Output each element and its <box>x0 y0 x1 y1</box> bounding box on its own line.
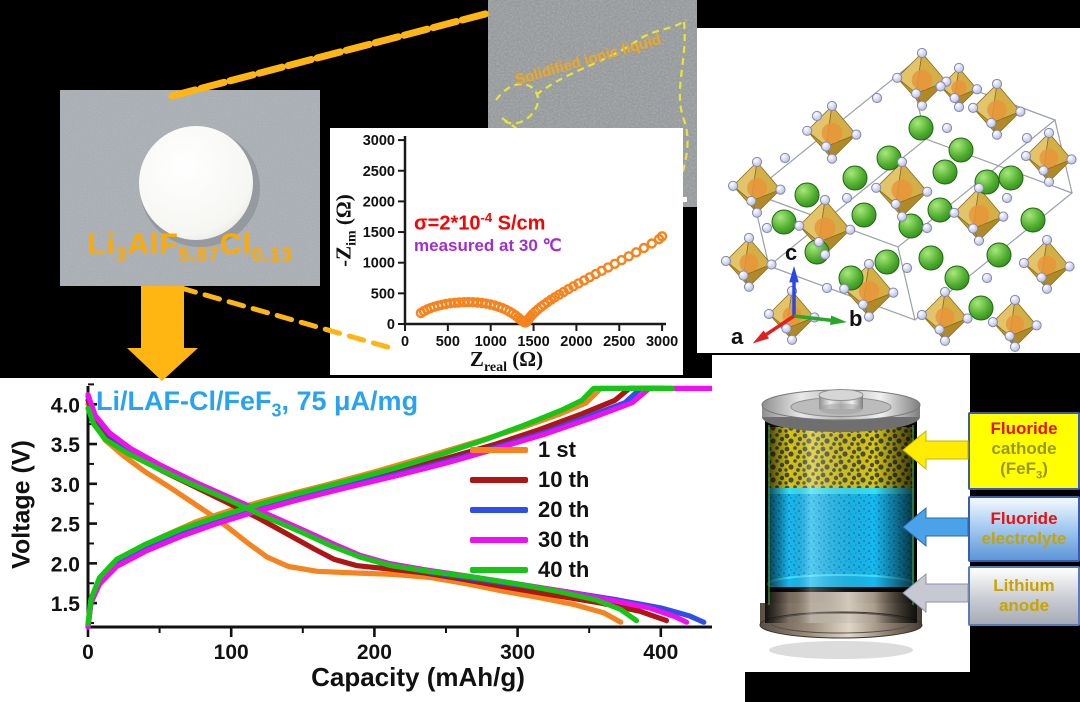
svg-text:300: 300 <box>500 641 535 664</box>
legend-item: 10 th <box>470 467 590 492</box>
svg-text:1500: 1500 <box>517 334 549 350</box>
battery-shadow <box>769 641 913 659</box>
svg-text:0: 0 <box>387 317 395 333</box>
crystal-structure <box>720 47 1077 352</box>
eis-plot: 0 500 1000 1500 2000 2500 3000 0 500 1000 1500 2000… <box>363 133 678 350</box>
svg-text:3000: 3000 <box>646 334 678 350</box>
voltage-chart-panel: 0 100 200 300 400 1.5 2.0 2.5 3.0 3.5 4.0 Li/LAF-C… <box>0 378 748 702</box>
battery-schematic-panel <box>712 355 970 672</box>
svg-text:2000: 2000 <box>560 334 592 350</box>
legend-label: 30 th <box>538 527 590 552</box>
legend-swatch <box>470 447 528 453</box>
label-fluoride-electrolyte: Fluoride electrolyte <box>968 496 1080 562</box>
voltage-chart-title: Li/LAF-Cl/FeF3, 75 μA/mg <box>96 386 419 421</box>
legend-label: 10 th <box>538 467 590 492</box>
legend-item: 30 th <box>470 527 590 552</box>
legend-swatch <box>470 567 528 573</box>
legend-item: 40 th <box>470 557 590 582</box>
pellet-photo-panel: Li3AlF5.87Cl0.13 <box>60 90 320 286</box>
svg-text:1500: 1500 <box>363 225 395 241</box>
svg-text:2000: 2000 <box>363 194 395 210</box>
svg-text:1.5: 1.5 <box>51 593 81 616</box>
battery-illustration <box>759 389 923 659</box>
svg-text:2500: 2500 <box>603 334 635 350</box>
svg-text:4.0: 4.0 <box>51 394 80 417</box>
svg-text:100: 100 <box>214 641 249 664</box>
battery-terminal-knob <box>818 389 864 401</box>
svg-text:0: 0 <box>82 641 94 664</box>
legend-label: 20 th <box>538 497 590 522</box>
svg-text:2.0: 2.0 <box>51 553 80 576</box>
svg-text:2.5: 2.5 <box>51 514 81 537</box>
legend-item: 1 st <box>470 437 589 462</box>
eis-conductivity-text: σ=2*10-4 S/cm <box>414 210 546 235</box>
svg-text:500: 500 <box>371 286 395 302</box>
battery-label-line: Fluoride <box>990 508 1058 528</box>
battery-label-line: cathode <box>991 439 1057 459</box>
battery-label-line: Lithium <box>993 575 1055 595</box>
svg-text:200: 200 <box>357 641 392 664</box>
battery-label-line: anode <box>998 596 1050 615</box>
svg-text:3.0: 3.0 <box>51 474 80 497</box>
svg-text:500: 500 <box>436 334 460 350</box>
svg-text:0: 0 <box>401 334 409 350</box>
voltage-chart: 0 100 200 300 400 1.5 2.0 2.5 3.0 3.5 4.0 <box>51 383 748 664</box>
pellet-to-chart-arrow <box>127 286 198 381</box>
eis-y-axis-label: -Zim (Ω) <box>331 194 360 267</box>
svg-text:2500: 2500 <box>363 164 395 180</box>
eis-x-axis-label: Zreal (Ω) <box>469 347 544 376</box>
eis-condition-text: measured at 30 ℃ <box>414 236 562 255</box>
legend-swatch <box>470 477 528 483</box>
battery-label-line: Fluoride <box>990 419 1058 439</box>
pellet-photo <box>60 90 320 286</box>
legend-label: 1 st <box>538 437 576 462</box>
legend-label: 40 th <box>538 557 590 582</box>
svg-text:3.5: 3.5 <box>51 434 81 457</box>
legend-item: 20 th <box>470 497 590 522</box>
label-fluoride-cathode: Fluoride cathode (FeF3) <box>968 412 1080 490</box>
chart-legend: 1 st 10 th 20 th 30 th 40 th <box>470 437 590 582</box>
crystal-structure-panel: c b a <box>697 28 1080 353</box>
svg-text:1000: 1000 <box>475 334 507 350</box>
crystal-axis-c-label: c <box>785 240 798 265</box>
legend-swatch <box>470 537 528 543</box>
crystal-axis-a-label: a <box>731 324 744 349</box>
eis-plot-panel: 0 500 1000 1500 2000 2500 3000 0 500 1000 1500 2000… <box>330 128 683 375</box>
pellet-to-tem-connector <box>168 9 493 100</box>
pellet-composition-label: Li3AlF5.87Cl0.13 <box>87 228 293 266</box>
battery-label-line: electrolyte <box>981 529 1067 548</box>
crystal-axis-b-label: b <box>849 306 863 331</box>
voltage-y-axis-label: Voltage (V) <box>7 440 36 569</box>
voltage-x-axis-label: Capacity (mAh/g) <box>311 662 525 692</box>
battery-label-line: (FeF3) <box>1000 459 1048 482</box>
label-lithium-anode: Lithium anode <box>968 566 1080 626</box>
svg-text:1000: 1000 <box>363 256 395 272</box>
svg-text:3000: 3000 <box>363 133 395 149</box>
svg-text:400: 400 <box>643 641 678 664</box>
legend-swatch <box>470 507 528 513</box>
pellet-disc <box>139 126 253 240</box>
